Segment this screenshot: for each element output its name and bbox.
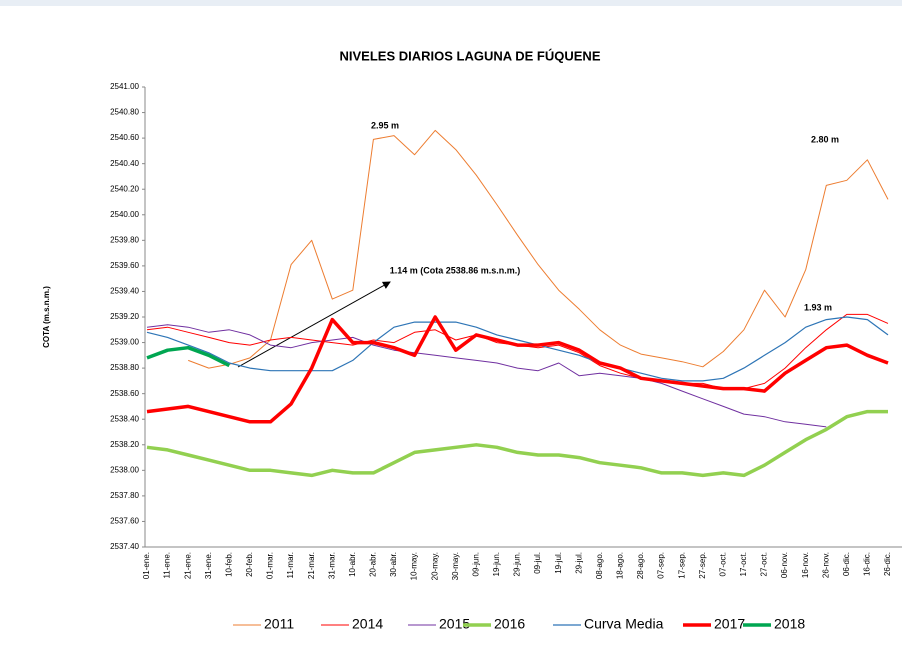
x-tick-label: 16-nov. [801,552,810,578]
legend-label: 2014 [352,616,383,632]
annotation: 1.14 m (Cota 2538.86 m.s.n.m.) [390,265,521,275]
y-tick-label: 2538.20 [110,440,139,449]
top-strip [0,0,902,6]
x-tick-label: 26-dic. [883,552,892,576]
legend-label: 2017 [714,616,745,632]
legend-label: 2015 [439,616,470,632]
legend-label: 2018 [774,616,805,632]
y-tick-label: 2539.40 [110,287,139,296]
y-tick-label: 2539.80 [110,235,139,244]
y-axis-label: COTA (m.s.n.m.) [42,286,51,348]
y-tick-label: 2541.00 [110,82,139,91]
annotation-arrow [237,281,391,368]
chart-title: NIVELES DIARIOS LAGUNA DE FÚQUENE [340,48,601,63]
x-tick-label: 11-ene. [163,552,172,579]
x-tick-label: 01-ene. [142,552,151,579]
annotation: 2.80 m [811,134,839,144]
x-tick-label: 26-nov. [821,552,830,578]
x-tick-label: 09-jul. [533,552,542,574]
x-tick-label: 28-ago. [636,552,645,579]
y-tick-label: 2538.00 [110,465,139,474]
x-tick-label: 06-dic. [842,552,851,576]
x-tick-label: 07-sep. [657,552,666,579]
y-tick-label: 2537.40 [110,542,139,551]
x-tick-label: 18-ago. [616,552,625,579]
y-tick-label: 2538.60 [110,389,139,398]
series-line [146,345,231,368]
x-tick-label: 17-sep. [677,552,686,579]
x-tick-label: 30-may. [451,552,460,580]
x-tick-label: 31-ene. [204,552,213,579]
x-tick-label: 29-jun. [513,552,522,576]
series-line [146,409,888,478]
x-tick-label: 29-jul. [574,552,583,574]
series-line [146,324,827,428]
x-tick-label: 11-mar. [286,552,295,579]
y-tick-label: 2539.00 [110,338,139,347]
x-tick-label: 01-mar. [266,552,275,579]
series-line [146,316,889,382]
x-tick-label: 10-may. [410,552,419,580]
legend-label: 2016 [494,616,525,632]
annotation: 2.95 m [371,120,399,130]
annotation: 1.93 m [804,302,832,312]
x-tick-label: 17-oct. [739,552,748,576]
x-tick-label: 08-ago. [595,552,604,579]
legend-label: 2011 [264,616,294,632]
y-tick-label: 2540.00 [110,210,139,219]
x-tick-label: 19-jul. [554,552,563,574]
y-tick-label: 2540.40 [110,159,139,168]
x-tick-label: 21-ene. [183,552,192,579]
y-tick-label: 2539.20 [110,312,139,321]
legend-label: Curva Media [584,616,664,632]
y-tick-label: 2537.60 [110,517,139,526]
y-tick-label: 2540.20 [110,184,139,193]
x-tick-label: 20-abr. [369,552,378,577]
series-line [146,315,889,424]
x-tick-label: 20-may. [430,552,439,580]
y-tick-label: 2538.80 [110,363,139,372]
x-tick-label: 10-feb. [224,552,233,577]
y-tick-label: 2540.80 [110,108,139,117]
x-tick-label: 06-nov. [780,552,789,578]
x-tick-label: 27-sep. [698,552,707,579]
y-tick-label: 2540.60 [110,133,139,142]
x-tick-label: 30-abr. [389,552,398,577]
x-tick-label: 20-feb. [245,552,254,577]
y-tick-label: 2539.60 [110,261,139,270]
x-tick-label: 10-abr. [348,552,357,577]
x-tick-label: 21-mar. [307,552,316,579]
x-tick-label: 09-jun. [471,552,480,576]
x-tick-label: 07-oct. [718,552,727,576]
y-tick-label: 2538.40 [110,414,139,423]
series-line [188,129,889,369]
x-tick-label: 31-mar. [327,552,336,579]
x-tick-label: 19-jun. [492,552,501,576]
x-tick-label: 27-oct. [760,552,769,576]
y-tick-label: 2537.80 [110,491,139,500]
x-tick-label: 16-dic. [863,552,872,576]
